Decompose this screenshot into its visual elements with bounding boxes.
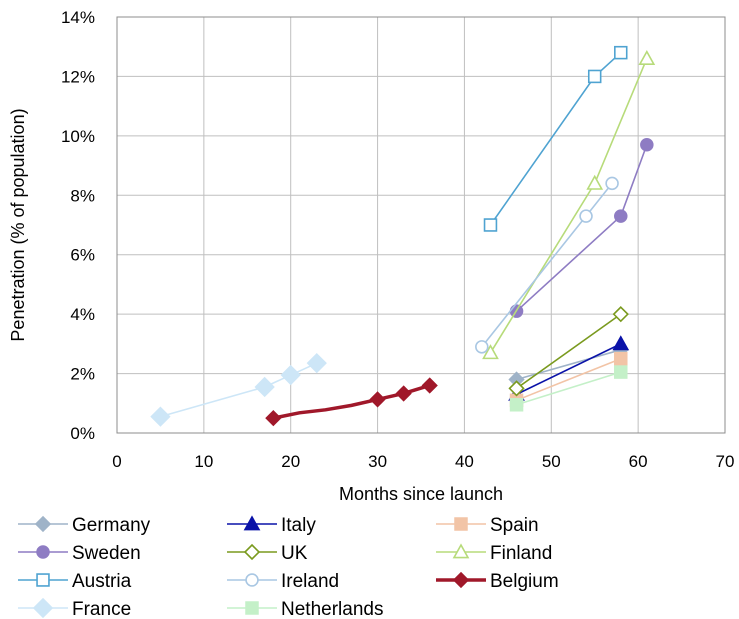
series-line-italy [516,343,622,396]
legend-item-germany: Germany [18,515,151,536]
legend-item-sweden: Sweden [18,543,141,564]
diamond-marker [452,571,470,589]
diamond-marker [32,597,54,619]
legend-item-spain: Spain [436,515,539,536]
square-marker [245,601,259,615]
diamond-marker [265,410,282,427]
y-axis-tick-labels: 0% 2% 4% 6% 8% 10% 12% 14% [61,8,95,443]
legend-item-belgium: Belgium [436,571,559,592]
diamond-marker [306,353,327,374]
series-line-netherlands [516,371,622,406]
diamond-marker [421,377,438,394]
y-tick-label: 2% [70,365,95,384]
series-belgium [265,377,438,427]
square-marker [454,517,468,531]
diamond-marker [34,515,52,533]
circle-marker [245,573,259,587]
x-tick-label: 40 [455,452,474,471]
circle-marker [579,209,593,223]
x-tick-label: 30 [368,452,387,471]
series-finland [482,49,656,360]
triangle-marker [452,543,470,559]
x-axis-title: Months since launch [339,484,503,504]
circle-marker [640,138,654,152]
legend-label: Italy [281,515,316,536]
diamond-marker [395,385,412,402]
legend-item-ireland: Ireland [227,571,339,592]
circle-marker [36,545,50,559]
diamond-marker [508,380,525,397]
legend-label: Ireland [281,571,339,592]
series-ireland [475,176,619,354]
x-tick-label: 10 [194,452,213,471]
legend-label: Germany [72,515,151,536]
triangle-marker [612,335,630,351]
triangle-marker [586,174,604,190]
y-tick-label: 4% [70,305,95,324]
legend-label: Austria [72,571,132,592]
x-axis-tick-labels: 0 10 20 30 40 50 60 70 [112,452,734,471]
square-marker [36,573,50,587]
y-tick-label: 6% [70,246,95,265]
legend: Germany Italy Spain Sweden UK Finland Austria I… [18,515,559,619]
legend-label: Spain [490,515,539,536]
y-tick-label: 10% [61,127,95,146]
square-marker [614,45,628,60]
series-france [150,353,327,427]
x-tick-label: 60 [629,452,648,471]
circle-marker [614,209,628,223]
legend-item-france: France [18,597,131,619]
diamond-marker [243,543,261,561]
square-marker [587,69,602,84]
circle-marker [475,340,489,354]
legend-label: Sweden [72,543,141,564]
series-austria [483,45,628,232]
square-marker [483,218,498,232]
diamond-marker [369,391,386,408]
square-marker [614,351,628,366]
plot-area [116,16,726,434]
x-tick-label: 70 [716,452,735,471]
legend-label: Finland [490,543,552,564]
legend-item-uk: UK [227,543,308,564]
legend-item-austria: Austria [18,571,132,592]
y-tick-label: 0% [70,424,95,443]
series-line-germany [516,349,621,381]
legend-item-finland: Finland [436,543,552,564]
y-axis-title: Penetration (% of population) [8,108,28,341]
series-line-spain [516,357,622,402]
diamond-marker [612,306,629,323]
gridlines [117,17,725,433]
triangle-marker [243,515,261,531]
y-tick-label: 12% [61,67,95,86]
series-line-uk [516,313,622,390]
x-tick-label: 50 [542,452,561,471]
x-tick-label: 20 [281,452,300,471]
square-marker [614,365,628,379]
y-tick-label: 14% [61,8,95,27]
series-uk [508,306,629,397]
triangle-marker [482,344,499,360]
legend-label: UK [281,543,308,564]
legend-item-italy: Italy [227,515,316,536]
legend-label: Netherlands [281,599,383,619]
legend-label: France [72,599,131,619]
legend-item-netherlands: Netherlands [227,599,383,619]
series-layer [150,45,656,427]
series-netherlands [509,365,628,412]
diamond-marker [280,364,301,386]
diamond-marker [254,376,275,398]
x-tick-label: 0 [112,452,121,471]
triangle-marker [638,49,656,65]
circle-marker [605,176,619,191]
diamond-marker [150,406,171,427]
square-marker [509,398,524,412]
series-line-france [160,362,318,418]
y-tick-label: 8% [70,186,95,205]
legend-label: Belgium [490,571,559,592]
